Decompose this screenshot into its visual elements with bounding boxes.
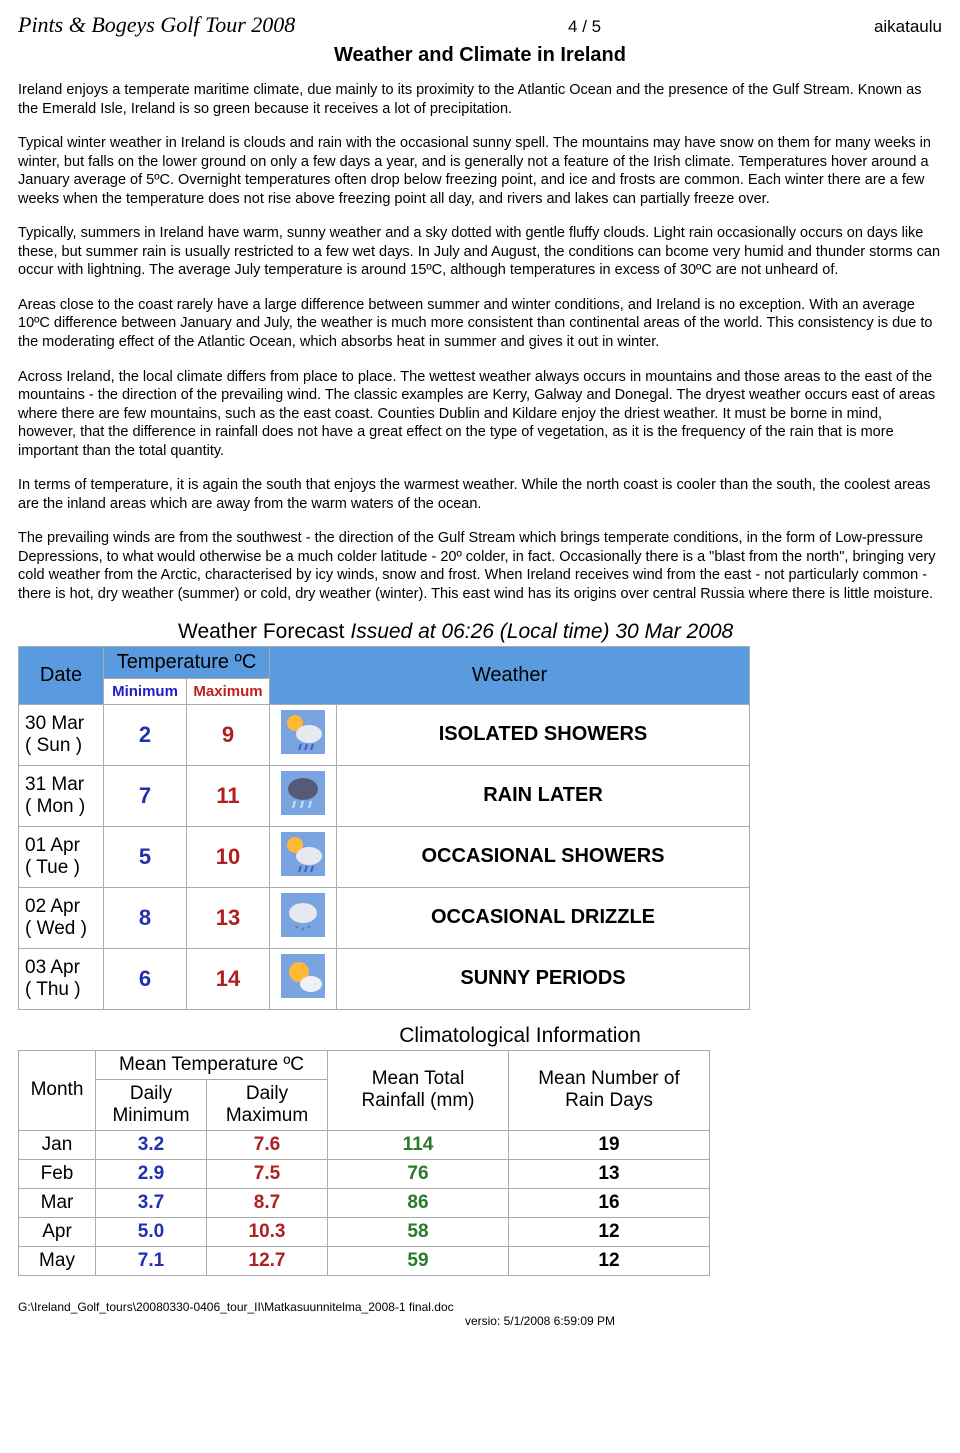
forecast-min: 2 [104,704,187,765]
clim-days: 12 [509,1217,710,1246]
climatology-row: Jan3.27.611419 [19,1130,710,1159]
clim-dmax: 8.7 [207,1188,328,1217]
body-paragraph: Typical winter weather in Ireland is clo… [18,134,942,208]
forecast-weather: ISOLATED SHOWERS [337,704,750,765]
forecast-row: 02 Apr( Wed )813 OCCASIONAL DRIZZLE [19,887,750,948]
forecast-min: 8 [104,887,187,948]
clim-days: 12 [509,1246,710,1275]
forecast-row: 01 Apr( Tue )510 OCCASIONAL SHOWERS [19,826,750,887]
forecast-heading-issued: Issued at 06:26 (Local time) 30 Mar 2008 [350,620,733,643]
clim-dmin: 5.0 [96,1217,207,1246]
forecast-row: 31 Mar( Mon )711 RAIN LATER [19,765,750,826]
clim-month: Apr [19,1217,96,1246]
forecast-weather: RAIN LATER [337,765,750,826]
body-paragraph: In terms of temperature, it is again the… [18,476,942,513]
clim-dmin: 3.7 [96,1188,207,1217]
forecast-min: 6 [104,948,187,1009]
clim-dmin: 7.1 [96,1246,207,1275]
clim-dmax: 7.5 [207,1159,328,1188]
climatology-table: Month Mean Temperature ºC Mean Total Rai… [18,1050,710,1276]
forecast-max: 9 [187,704,270,765]
forecast-weather: OCCASIONAL SHOWERS [337,826,750,887]
climatology-title: Climatological Information [98,1024,942,1048]
forecast-row: 03 Apr( Thu )614 SUNNY PERIODS [19,948,750,1009]
forecast-max: 10 [187,826,270,887]
col-meantemp: Mean Temperature ºC [96,1050,328,1079]
body-paragraph: Areas close to the coast rarely have a l… [18,296,942,352]
forecast-row: 30 Mar( Sun )29 ISOLATED SHOWERS [19,704,750,765]
clim-rain: 114 [328,1130,509,1159]
clim-dmin: 3.2 [96,1130,207,1159]
forecast-date: 02 Apr( Wed ) [19,887,104,948]
col-dmax: Daily Maximum [207,1079,328,1130]
clim-days: 16 [509,1188,710,1217]
footer-path: G:\Ireland_Golf_tours\20080330-0406_tour… [18,1300,942,1314]
col-max: Maximum [187,678,270,704]
forecast-date: 31 Mar( Mon ) [19,765,104,826]
forecast-date: 01 Apr( Tue ) [19,826,104,887]
forecast-heading: Weather Forecast Issued at 06:26 (Local … [178,620,942,644]
clim-dmax: 7.6 [207,1130,328,1159]
forecast-weather: SUNNY PERIODS [337,948,750,1009]
clim-rain: 59 [328,1246,509,1275]
climatology-row: Feb2.97.57613 [19,1159,710,1188]
col-date: Date [19,646,104,704]
forecast-max: 13 [187,887,270,948]
col-rain: Mean Total Rainfall (mm) [328,1050,509,1130]
weather-icon [270,765,337,826]
footer: G:\Ireland_Golf_tours\20080330-0406_tour… [18,1300,942,1328]
footer-version: versio: 5/1/2008 6:59:09 PM [138,1314,942,1328]
climatology-row: Mar3.78.78616 [19,1188,710,1217]
forecast-min: 7 [104,765,187,826]
col-month: Month [19,1050,96,1130]
body-paragraph: Across Ireland, the local climate differ… [18,368,942,461]
forecast-weather: OCCASIONAL DRIZZLE [337,887,750,948]
forecast-table: Date Temperature ºC Weather Minimum Maxi… [18,646,750,1010]
col-days: Mean Number of Rain Days [509,1050,710,1130]
page-title: Weather and Climate in Ireland [18,44,942,67]
weather-icon [270,887,337,948]
col-dmin: Daily Minimum [96,1079,207,1130]
tour-title: Pints & Bogeys Golf Tour 2008 [18,12,295,38]
clim-month: Mar [19,1188,96,1217]
clim-month: Jan [19,1130,96,1159]
body-paragraphs: Ireland enjoys a temperate maritime clim… [18,81,942,604]
weather-icon [270,948,337,1009]
page-header: Pints & Bogeys Golf Tour 2008 4 / 5 aika… [18,12,942,38]
clim-dmin: 2.9 [96,1159,207,1188]
clim-rain: 76 [328,1159,509,1188]
col-temp: Temperature ºC [104,646,270,678]
body-paragraph: Ireland enjoys a temperate maritime clim… [18,81,942,118]
page-number: 4 / 5 [295,17,874,37]
forecast-max: 14 [187,948,270,1009]
section-label: aikataulu [874,17,942,37]
body-paragraph: Typically, summers in Ireland have warm,… [18,224,942,280]
clim-days: 19 [509,1130,710,1159]
clim-month: May [19,1246,96,1275]
forecast-heading-plain: Weather Forecast [178,620,350,643]
forecast-date: 30 Mar( Sun ) [19,704,104,765]
forecast-min: 5 [104,826,187,887]
forecast-max: 11 [187,765,270,826]
col-weather: Weather [270,646,750,704]
col-min: Minimum [104,678,187,704]
clim-dmax: 10.3 [207,1217,328,1246]
clim-rain: 58 [328,1217,509,1246]
body-paragraph: The prevailing winds are from the southw… [18,529,942,603]
weather-icon [270,704,337,765]
climatology-row: May7.112.75912 [19,1246,710,1275]
clim-days: 13 [509,1159,710,1188]
clim-month: Feb [19,1159,96,1188]
forecast-date: 03 Apr( Thu ) [19,948,104,1009]
clim-rain: 86 [328,1188,509,1217]
weather-icon [270,826,337,887]
climatology-row: Apr5.010.35812 [19,1217,710,1246]
clim-dmax: 12.7 [207,1246,328,1275]
